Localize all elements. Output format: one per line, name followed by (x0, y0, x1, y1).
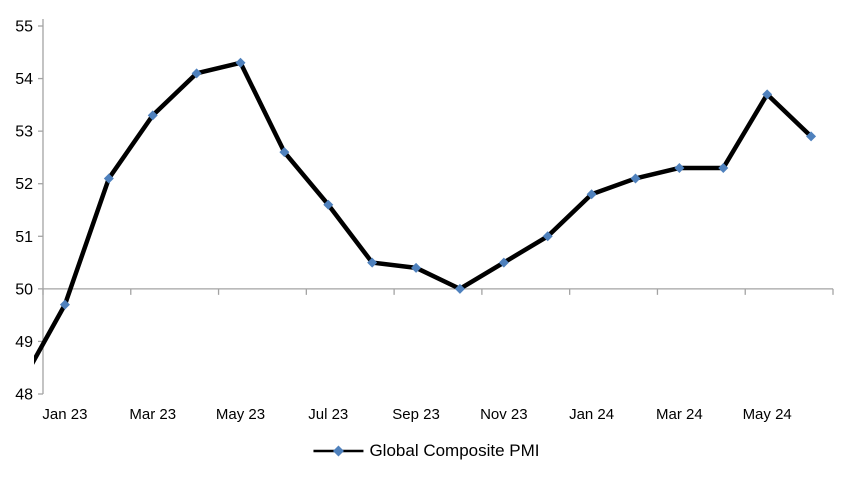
pmi-series-line (34, 60, 813, 365)
data-point-marker (367, 257, 378, 268)
y-tick-label: 52 (15, 176, 33, 193)
series-group (34, 57, 817, 365)
data-point-marker (806, 131, 817, 142)
data-point-marker (59, 299, 70, 310)
data-point-marker (674, 162, 685, 173)
chart-legend: Global Composite PMI (312, 441, 540, 461)
y-tick-label: 49 (15, 334, 33, 351)
data-point-marker (279, 147, 290, 158)
data-point-marker (411, 262, 422, 273)
data-point-marker (498, 257, 509, 268)
data-point-marker (235, 57, 246, 68)
y-tick-label: 53 (15, 124, 33, 141)
data-point-marker (191, 68, 202, 79)
data-point-marker (454, 283, 465, 294)
legend-marker-icon (313, 445, 364, 457)
x-tick-label: May 23 (216, 406, 265, 423)
x-tick-label: Mar 23 (129, 406, 176, 423)
x-tick-label: Sep 23 (392, 406, 440, 423)
x-tick-label: Nov 23 (480, 406, 528, 423)
data-point-marker (630, 173, 641, 184)
x-tick-label: Jan 23 (42, 406, 87, 423)
x-tick-label: May 24 (743, 406, 792, 423)
x-tick-label: Jul 23 (308, 406, 348, 423)
data-point-marker (147, 110, 158, 121)
x-tick-label: Jan 24 (569, 406, 614, 423)
data-point-marker (103, 173, 114, 184)
data-point-marker (718, 162, 729, 173)
data-point-marker (323, 199, 334, 210)
legend-label: Global Composite PMI (369, 441, 540, 460)
y-tick-label: 54 (15, 71, 33, 88)
y-tick-label: 51 (15, 229, 33, 246)
data-point-marker (586, 189, 597, 200)
y-tick-label: 50 (15, 281, 33, 298)
y-tick-label: 48 (15, 387, 33, 404)
data-point-marker (542, 231, 553, 242)
y-tick-label: 55 (15, 19, 33, 36)
data-point-marker (762, 89, 773, 100)
x-tick-label: Mar 24 (656, 406, 703, 423)
